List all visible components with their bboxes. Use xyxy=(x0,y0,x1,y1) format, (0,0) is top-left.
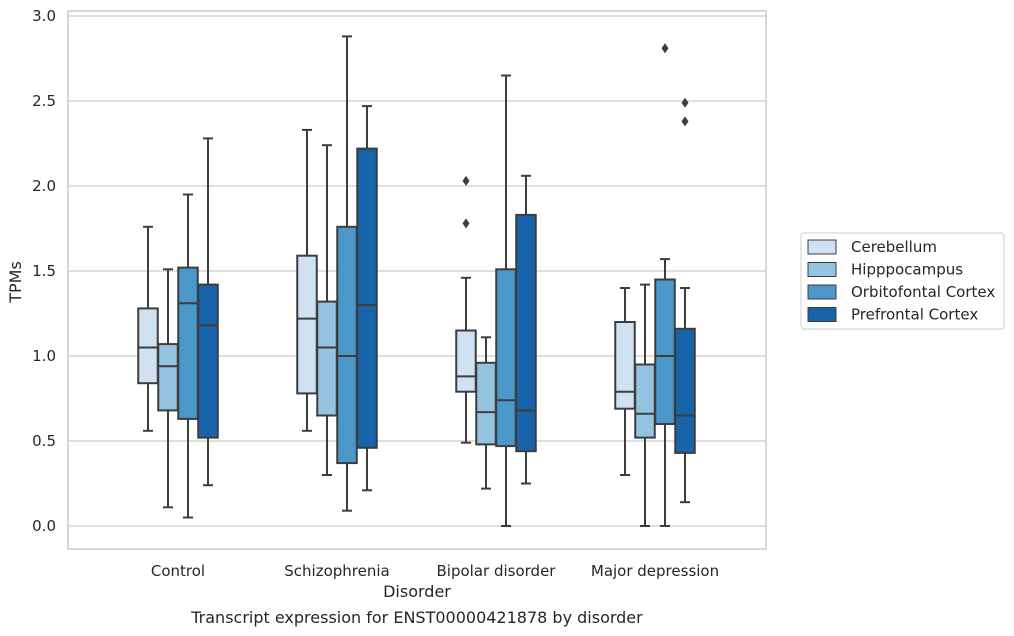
legend-swatch xyxy=(807,262,837,277)
legend-swatch xyxy=(807,239,837,255)
box-body xyxy=(654,278,676,425)
box-body xyxy=(515,213,537,453)
outlier-point xyxy=(661,43,669,54)
figure-caption: Transcript expression for ENST0000042187… xyxy=(190,608,643,627)
gridlines xyxy=(68,15,766,527)
x-tick-label: Control xyxy=(151,562,205,580)
boxes xyxy=(137,35,696,527)
y-tick-label: 2.5 xyxy=(32,92,56,110)
box-body xyxy=(495,268,517,448)
box-element xyxy=(356,105,378,492)
y-tick-label: 0.0 xyxy=(32,517,56,535)
plot-frame xyxy=(67,10,767,550)
box-body xyxy=(336,225,358,465)
box-element xyxy=(197,137,219,487)
y-tick-label: 0.5 xyxy=(32,432,56,450)
x-tick-label: Bipolar disorder xyxy=(437,562,557,580)
legend-label: Hipppocampus xyxy=(851,261,963,279)
box-element xyxy=(515,174,537,485)
legend-swatch xyxy=(807,307,837,322)
box-element xyxy=(157,268,179,509)
box-body xyxy=(475,361,497,446)
box-element xyxy=(177,193,199,519)
box-body xyxy=(137,307,159,385)
legend-label: Orbitofontal Cortex xyxy=(851,283,995,301)
box-body xyxy=(634,363,656,439)
box-element xyxy=(495,74,517,527)
box-element xyxy=(674,97,696,504)
box-body xyxy=(674,327,696,454)
box-body xyxy=(455,329,477,393)
y-tick-label: 3.0 xyxy=(32,7,56,25)
legend-label: Prefrontal Cortex xyxy=(851,306,978,324)
y-tick-label: 1.0 xyxy=(32,347,56,365)
legend-swatch xyxy=(807,284,837,300)
box-element xyxy=(614,287,636,476)
box-body xyxy=(614,321,636,410)
legend-frame xyxy=(800,232,1005,330)
box-element xyxy=(654,43,676,527)
outlier-point xyxy=(681,116,689,127)
y-tick-label: 1.5 xyxy=(32,262,56,280)
outlier-point xyxy=(462,175,470,186)
outlier-point xyxy=(681,97,689,108)
box-element xyxy=(475,336,497,490)
box-element xyxy=(455,175,477,444)
legend-items: Cerebellum Hipppocampus Orbitofontal Corte… xyxy=(807,238,995,324)
box-body xyxy=(177,266,199,420)
x-axis-ticks: Control Schizophrenia Bipolar disorder Majo… xyxy=(151,562,719,580)
box-element xyxy=(316,144,338,476)
box-element xyxy=(336,35,358,512)
legend: Cerebellum Hipppocampus Orbitofontal Corte… xyxy=(800,232,1005,330)
legend-label: Cerebellum xyxy=(851,238,937,256)
y-tick-label: 2.0 xyxy=(32,177,56,195)
box-element xyxy=(296,128,318,432)
x-tick-label: Schizophrenia xyxy=(284,562,389,580)
x-tick-label: Major depression xyxy=(591,562,719,580)
outlier-point xyxy=(462,218,470,229)
box-body xyxy=(157,343,179,412)
box-body xyxy=(197,283,219,439)
x-axis-label: Disorder xyxy=(383,582,451,601)
box-body xyxy=(296,254,318,395)
y-axis-ticks: 0.0 0.5 1.0 1.5 2.0 2.5 3.0 xyxy=(32,7,56,535)
y-axis-label: TPMs xyxy=(6,261,25,304)
box-element xyxy=(634,283,656,527)
box-element xyxy=(137,225,159,432)
box-body xyxy=(356,147,378,449)
box-body xyxy=(316,300,338,417)
